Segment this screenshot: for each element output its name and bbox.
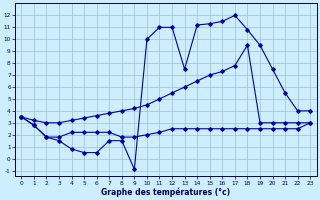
X-axis label: Graphe des températures (°c): Graphe des températures (°c) (101, 187, 230, 197)
